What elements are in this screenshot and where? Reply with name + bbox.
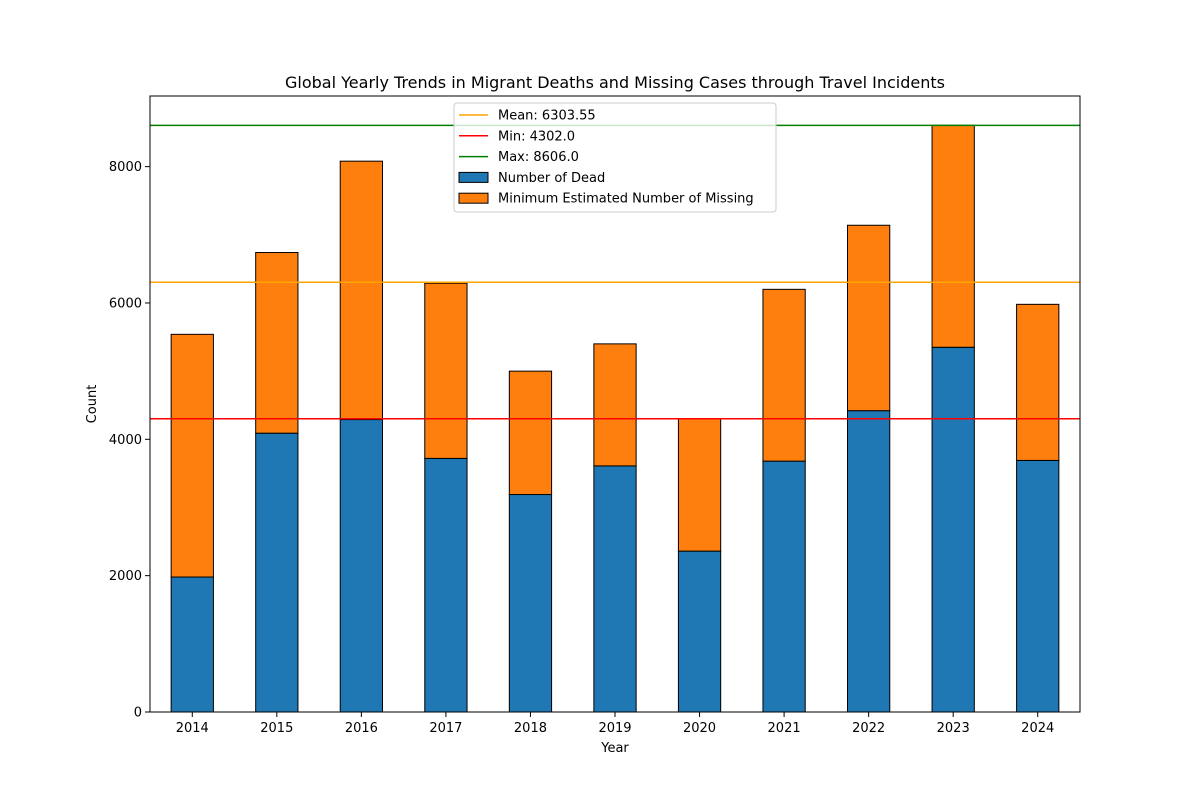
legend-label: Mean: 6303.55 (498, 109, 596, 124)
legend-bar-swatch (458, 192, 489, 204)
legend-label: Min: 4302.0 (498, 129, 575, 144)
bars-group (170, 124, 1060, 713)
x-tick-label: 2017 (429, 721, 462, 736)
bar-dead (762, 460, 806, 713)
y-tick-label: 6000 (109, 296, 142, 311)
x-tick-label: 2016 (345, 721, 378, 736)
bar-missing (424, 282, 468, 459)
bar-dead (424, 457, 468, 713)
x-tick-label: 2022 (852, 721, 885, 736)
bar-dead (508, 494, 553, 713)
y-axis: 0 2000 4000 6000 8000 (109, 160, 150, 721)
bar-missing (677, 418, 722, 552)
x-tick-label: 2023 (937, 721, 970, 736)
legend: Mean: 6303.55 Min: 4302.0 Max: 8606.0 Numbe… (453, 102, 777, 213)
bar-dead (593, 465, 637, 713)
bar-dead (255, 432, 299, 713)
x-tick-label: 2018 (514, 721, 547, 736)
bar-missing (255, 252, 299, 434)
x-tick-label: 2024 (1021, 721, 1054, 736)
bar-missing (1016, 303, 1060, 461)
x-tick-label: 2021 (768, 721, 801, 736)
bar-missing (847, 224, 891, 412)
x-tick-label: 2015 (260, 721, 293, 736)
y-axis-label: Count (85, 385, 100, 424)
bar-dead (847, 410, 891, 713)
bar-missing (593, 343, 637, 467)
x-tick-label: 2019 (598, 721, 631, 736)
y-tick-label: 4000 (109, 433, 142, 448)
legend-label: Max: 8606.0 (498, 150, 579, 165)
legend-box (453, 102, 777, 213)
x-axis: 2014 2015 2016 2017 2018 2019 2020 2021 2022 2023… (176, 712, 1054, 736)
bar-dead (339, 419, 383, 713)
chart-title: Global Yearly Trends in Migrant Deaths a… (285, 73, 945, 92)
bar-dead (170, 576, 214, 713)
x-tick-label: 2020 (683, 721, 716, 736)
bar-missing (762, 288, 806, 462)
bar-dead (931, 346, 975, 713)
x-tick-label: 2014 (176, 721, 209, 736)
bar-missing (931, 124, 975, 348)
legend-label: Number of Dead (498, 171, 605, 186)
y-tick-label: 8000 (109, 160, 142, 175)
bar-dead (677, 550, 722, 713)
bar-missing (508, 370, 553, 496)
bar-dead (1016, 459, 1060, 713)
bar-missing (170, 333, 214, 578)
y-tick-label: 0 (134, 706, 142, 721)
y-tick-label: 2000 (109, 569, 142, 584)
bar-missing (339, 160, 383, 421)
x-axis-label: Year (600, 741, 629, 756)
legend-bar-swatch (458, 171, 489, 183)
legend-label: Minimum Estimated Number of Missing (498, 192, 754, 207)
